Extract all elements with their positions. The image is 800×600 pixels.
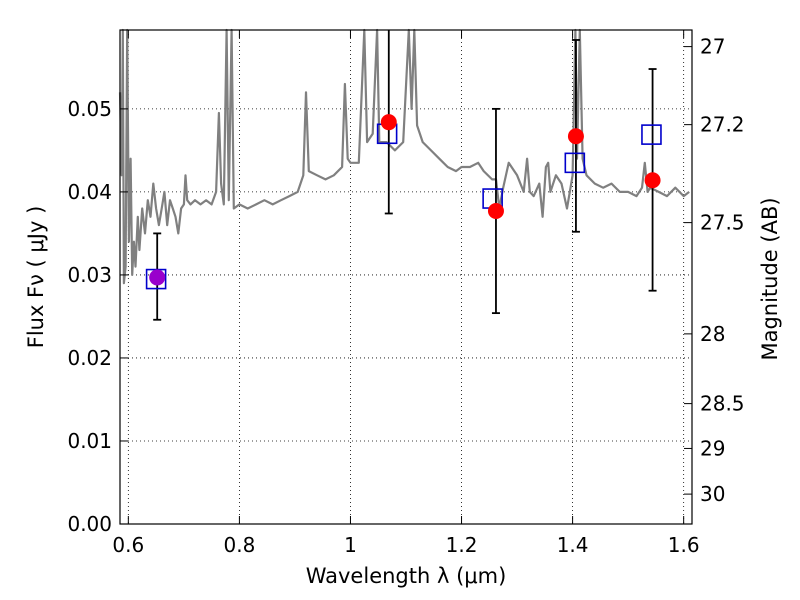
y2-tick-label: 28.5 — [700, 392, 745, 416]
spectrum — [118, 28, 690, 285]
observed-point — [567, 128, 584, 145]
x-tick-label: 1 — [344, 533, 357, 557]
y2-tick-label: 28 — [700, 322, 725, 346]
y-tick-label: 0.01 — [67, 429, 112, 453]
x-tick-label: 1.2 — [446, 533, 478, 557]
x-tick-label: 1.4 — [557, 533, 589, 557]
observed-point — [644, 172, 661, 189]
y2-axis-label: Magnitude (AB) — [758, 197, 782, 360]
y-tick-label: 0.02 — [67, 346, 112, 370]
observed-point — [487, 202, 504, 219]
spectrum-line — [118, 28, 690, 285]
y2-tick-label: 29 — [700, 436, 725, 460]
y2-tick-label: 27.2 — [700, 113, 745, 137]
y2-tick-label: 27.5 — [700, 211, 745, 235]
observed-point — [149, 269, 166, 286]
y-tick-label: 0.04 — [67, 180, 112, 204]
x-axis-label: Wavelength λ (μm) — [306, 564, 507, 588]
y-tick-label: 0.00 — [67, 512, 112, 536]
x-tick-label: 0.6 — [112, 533, 144, 557]
y-tick-label: 0.03 — [67, 263, 112, 287]
observed-points — [149, 114, 661, 286]
plot-frame — [119, 29, 693, 525]
x-tick-label: 0.8 — [223, 533, 255, 557]
observed-point — [380, 114, 397, 131]
ticks: 0.6 0.8 1 1.2 1.4 1.6 0.00 0.01 0.02 0.03 0.04 0.05… — [67, 30, 745, 557]
x-tick-label: 1.6 — [668, 533, 700, 557]
y2-tick-label: 30 — [700, 482, 725, 506]
y-tick-label: 0.05 — [67, 97, 112, 121]
model-square — [641, 124, 662, 145]
y2-tick-label: 27 — [700, 35, 725, 59]
y-axis-label: Flux Fν ( μJy ) — [24, 206, 48, 349]
model-square — [564, 152, 586, 174]
